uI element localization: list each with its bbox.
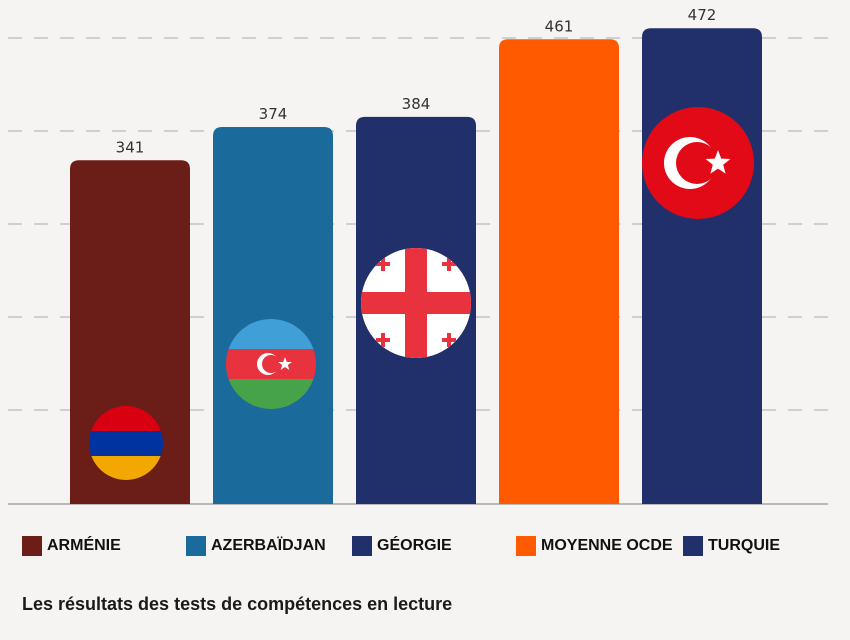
legend-swatch-azerbaijan [186, 536, 206, 556]
bar-azerbaijan [213, 127, 333, 505]
legend-item-armenia: ARMÉNIE [22, 536, 121, 556]
chart-title: Les résultats des tests de compétences e… [22, 594, 453, 614]
legend-label-georgia: GÉORGIE [377, 537, 452, 554]
legend-swatch-georgia [352, 536, 372, 556]
azerbaijan-flag-icon [226, 319, 316, 409]
legend-label-azerbaijan: AZERBAÏDJAN [211, 537, 326, 554]
value-label-oecd-average: 461 [545, 17, 574, 35]
legend-label-armenia: ARMÉNIE [47, 537, 121, 554]
bar-oecd-average [499, 39, 619, 504]
legend-label-oecd-average: MOYENNE OCDE [541, 537, 673, 554]
value-label-armenia: 341 [116, 138, 145, 156]
value-label-azerbaijan: 374 [259, 105, 288, 123]
legend-item-turkey: TURQUIE [683, 536, 780, 556]
legend-swatch-armenia [22, 536, 42, 556]
bar-turkey [642, 28, 762, 505]
turkey-flag-icon [642, 107, 754, 219]
legend-item-azerbaijan: AZERBAÏDJAN [186, 536, 326, 556]
legend-item-georgia: GÉORGIE [352, 536, 452, 556]
value-label-georgia: 384 [402, 95, 431, 113]
legend-swatch-turkey [683, 536, 703, 556]
georgia-flag-icon [361, 248, 471, 358]
legend-item-oecd-average: MOYENNE OCDE [516, 536, 673, 556]
legend-label-turkey: TURQUIE [708, 537, 780, 554]
legend-swatch-oecd-average [516, 536, 536, 556]
legend: ARMÉNIE AZERBAÏDJAN GÉORGIE MOYENNE OCDE… [0, 536, 850, 558]
bar-chart: 341 374 384 461 472 [8, 6, 828, 505]
value-label-turkey: 472 [688, 6, 717, 24]
